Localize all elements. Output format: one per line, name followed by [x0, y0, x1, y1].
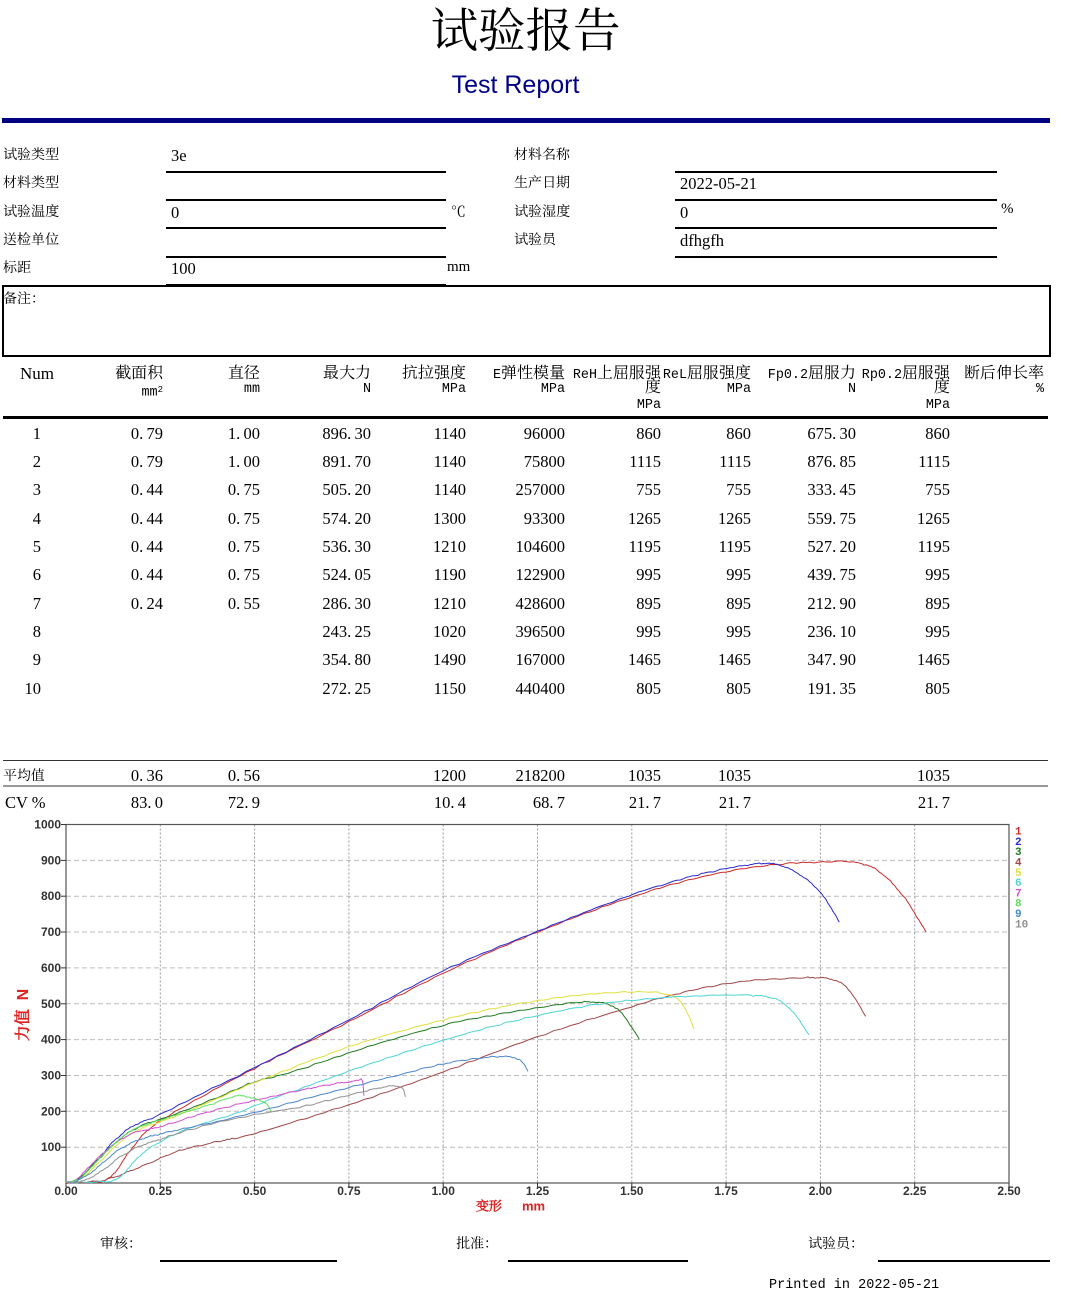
svg-text:1000: 1000	[34, 818, 61, 832]
svg-text:2.00: 2.00	[809, 1184, 833, 1198]
svg-text:10: 10	[1015, 919, 1028, 931]
svg-text:400: 400	[41, 1033, 61, 1047]
svg-text:1.50: 1.50	[620, 1184, 644, 1198]
svg-text:变形: 变形	[476, 1196, 502, 1215]
svg-text:300: 300	[41, 1069, 61, 1083]
svg-text:1: 1	[1015, 827, 1022, 839]
svg-text:7: 7	[1015, 888, 1022, 900]
svg-text:9: 9	[1015, 909, 1022, 921]
svg-text:800: 800	[41, 889, 61, 903]
svg-text:3: 3	[1015, 847, 1022, 859]
svg-text:600: 600	[41, 961, 61, 975]
svg-text:0.25: 0.25	[149, 1184, 173, 1198]
svg-text:1.00: 1.00	[432, 1184, 456, 1198]
svg-text:2.50: 2.50	[997, 1184, 1021, 1198]
svg-text:5: 5	[1015, 868, 1022, 880]
svg-text:0.50: 0.50	[243, 1184, 267, 1198]
svg-text:8: 8	[1015, 899, 1022, 911]
svg-text:4: 4	[1015, 858, 1022, 870]
svg-text:2.25: 2.25	[903, 1184, 927, 1198]
svg-text:mm: mm	[522, 1196, 545, 1215]
svg-text:0.00: 0.00	[54, 1184, 78, 1198]
svg-text:6: 6	[1015, 878, 1022, 890]
svg-text:500: 500	[41, 997, 61, 1011]
svg-text:100: 100	[41, 1140, 61, 1154]
svg-text:1.25: 1.25	[526, 1184, 550, 1198]
svg-text:200: 200	[41, 1104, 61, 1118]
svg-text:700: 700	[41, 925, 61, 939]
svg-text:900: 900	[41, 853, 61, 867]
svg-text:2: 2	[1015, 837, 1022, 849]
svg-text:力值 N: 力值 N	[10, 989, 33, 1041]
svg-text:0.75: 0.75	[337, 1184, 361, 1198]
svg-text:1.75: 1.75	[714, 1184, 738, 1198]
